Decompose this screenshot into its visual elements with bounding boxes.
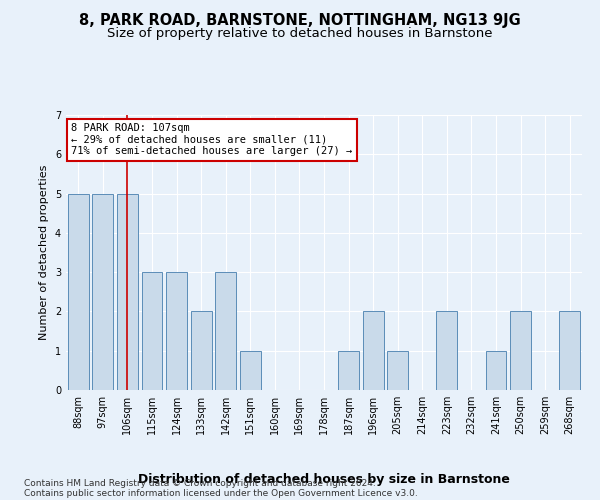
Bar [510, 312, 531, 390]
Y-axis label: Number of detached properties: Number of detached properties [40, 165, 49, 340]
Text: Size of property relative to detached houses in Barnstone: Size of property relative to detached ho… [107, 28, 493, 40]
Bar [338, 350, 359, 390]
Bar [362, 312, 383, 390]
Text: Contains HM Land Registry data © Crown copyright and database right 2024.: Contains HM Land Registry data © Crown c… [24, 478, 376, 488]
Text: 8 PARK ROAD: 107sqm
← 29% of detached houses are smaller (11)
71% of semi-detach: 8 PARK ROAD: 107sqm ← 29% of detached ho… [71, 123, 352, 156]
Text: 8, PARK ROAD, BARNSTONE, NOTTINGHAM, NG13 9JG: 8, PARK ROAD, BARNSTONE, NOTTINGHAM, NG1… [79, 12, 521, 28]
Bar [68, 194, 89, 390]
Bar [92, 194, 113, 390]
Bar [387, 350, 408, 390]
Text: Contains public sector information licensed under the Open Government Licence v3: Contains public sector information licen… [24, 488, 418, 498]
Bar [485, 350, 506, 390]
Bar [559, 312, 580, 390]
Bar [191, 312, 212, 390]
X-axis label: Distribution of detached houses by size in Barnstone: Distribution of detached houses by size … [138, 473, 510, 486]
Bar [436, 312, 457, 390]
Bar [117, 194, 138, 390]
Bar [166, 272, 187, 390]
Bar [215, 272, 236, 390]
Bar [142, 272, 163, 390]
Bar [240, 350, 261, 390]
